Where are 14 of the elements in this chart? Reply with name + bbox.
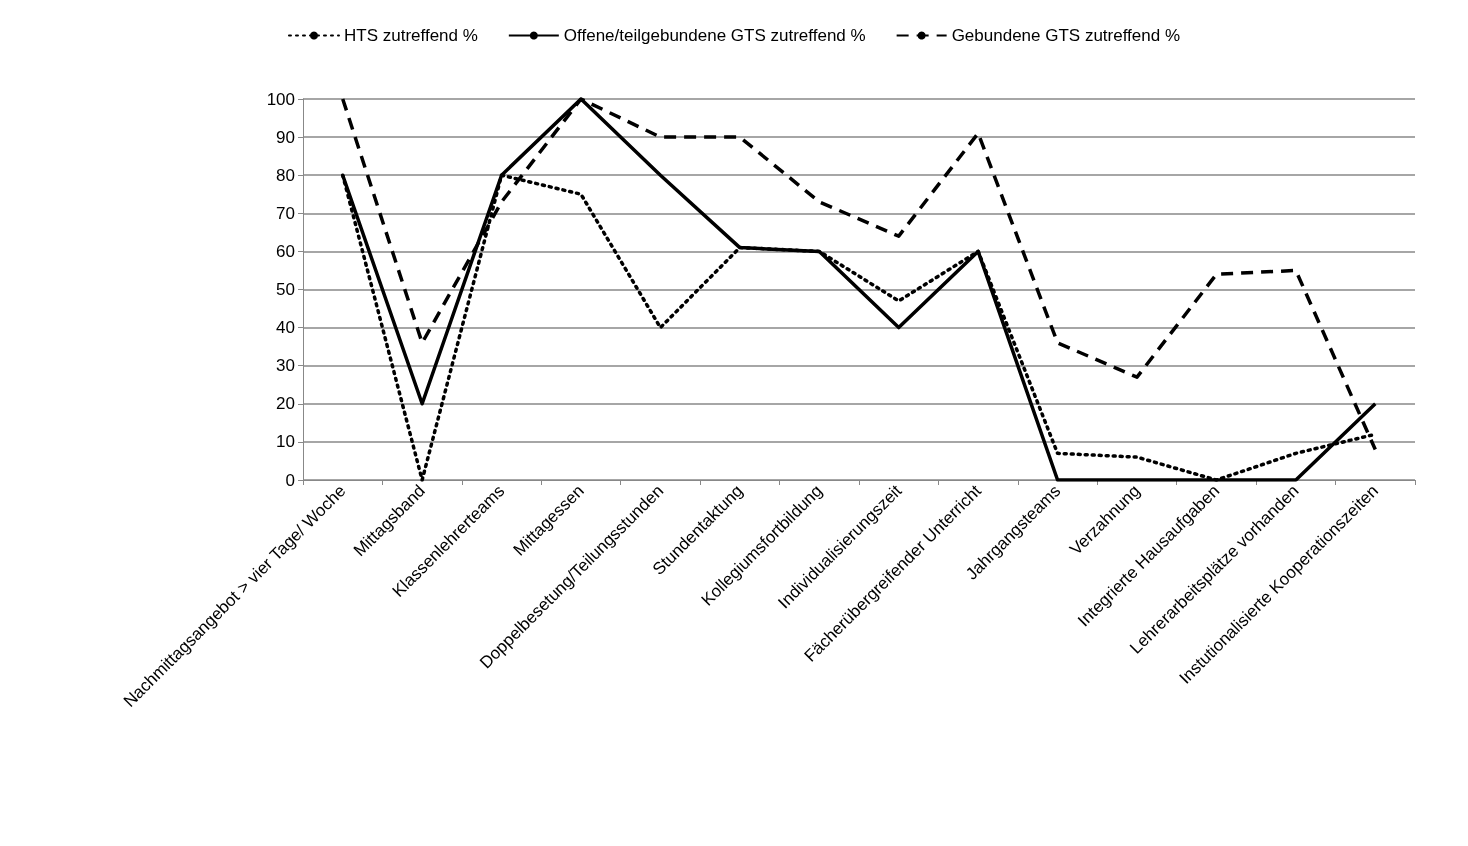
legend-label: HTS zutreffend % [343,26,478,45]
legend-label: Offene/teilgebundene GTS zutreffend % [563,26,866,45]
y-tick-label: 40 [276,318,295,338]
y-tick-label: 70 [276,203,295,223]
y-tick-label: 30 [276,356,295,376]
y-tick-label: 90 [276,127,295,147]
y-tick-label: 100 [266,89,295,109]
y-tick-label: 20 [276,394,295,414]
legend-label: Gebundene GTS zutreffend % [951,26,1181,45]
y-tick-label: 50 [276,280,295,299]
y-tick-label: 60 [276,241,295,261]
y-tick-label: 80 [276,165,295,185]
y-tick-label: 10 [276,432,295,452]
y-tick-label: 0 [285,470,295,490]
